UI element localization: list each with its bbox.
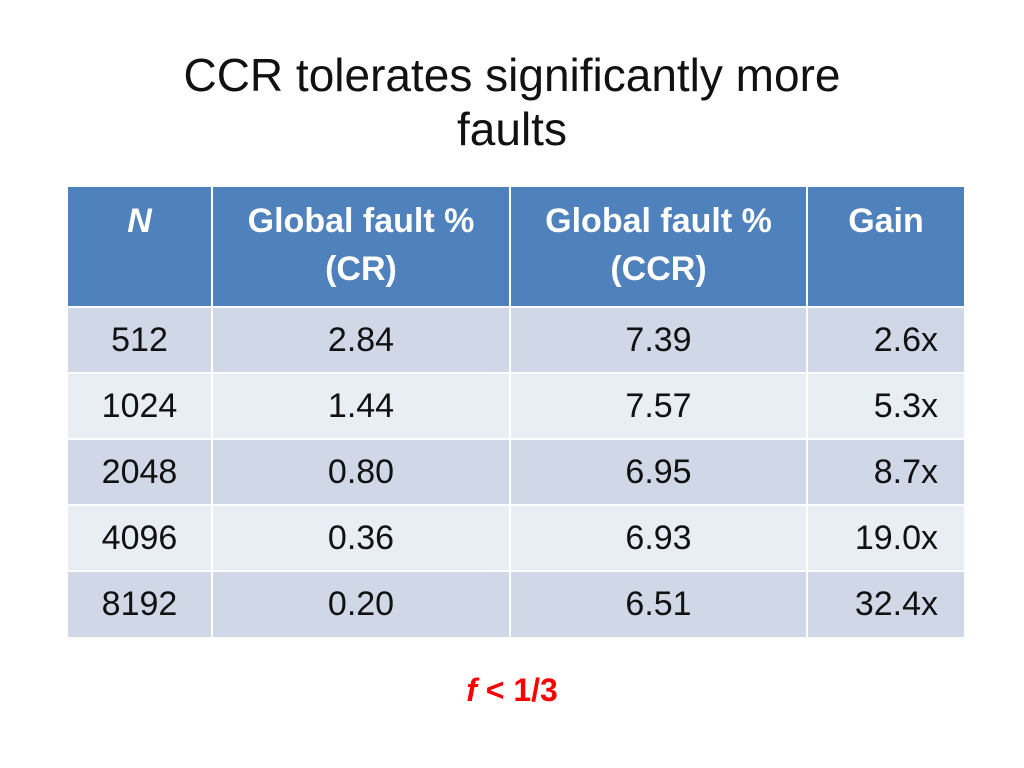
cell-fault-cr: 0.20 [212,570,511,637]
table-row: 8192 0.20 6.51 32.4x [68,570,964,637]
cell-fault-cr: 0.36 [212,504,511,571]
cell-fault-ccr: 6.51 [510,570,808,637]
cell-n: 2048 [68,438,213,505]
cell-gain: 32.4x [807,570,964,637]
slide-title-line-2: faults [457,103,567,155]
header-global-fault-ccr-line-1: Global fault % [545,202,772,240]
cell-fault-cr: 0.80 [212,438,511,505]
table-row: 2048 0.80 6.95 8.7x [68,438,964,505]
cell-fault-ccr: 7.57 [510,372,808,439]
cell-n: 1024 [68,372,213,439]
footnote: f < 1/3 [0,672,1024,709]
cell-fault-ccr: 6.95 [510,438,808,505]
header-global-fault-ccr-line-2: (CCR) [610,250,707,288]
cell-fault-cr: 2.84 [212,306,511,373]
cell-gain: 5.3x [807,372,964,439]
results-table: N Global fault % (CR) Global fault % (CC… [68,187,964,637]
table-row: 512 2.84 7.39 2.6x [68,306,964,373]
cell-n: 8192 [68,570,213,637]
header-n-label: N [127,202,152,240]
header-gain-label: Gain [848,202,924,240]
slide-title: CCR tolerates significantly more faults [0,48,1024,156]
header-global-fault-cr: Global fault % (CR) [212,187,511,307]
footnote-condition: < 1/3 [476,672,558,708]
footnote-variable: f [466,672,477,708]
header-global-fault-ccr: Global fault % (CCR) [510,187,808,307]
cell-gain: 2.6x [807,306,964,373]
cell-gain: 8.7x [807,438,964,505]
cell-n: 512 [68,306,213,373]
table-row: 1024 1.44 7.57 5.3x [68,372,964,439]
slide-title-line-1: CCR tolerates significantly more [183,49,841,101]
header-global-fault-cr-line-1: Global fault % [247,202,475,240]
header-global-fault-cr-line-2: (CR) [325,250,397,288]
header-n: N [68,187,213,307]
header-gain: Gain [807,187,964,307]
table-header-row: N Global fault % (CR) Global fault % (CC… [68,187,964,307]
cell-fault-ccr: 7.39 [510,306,808,373]
cell-fault-cr: 1.44 [212,372,511,439]
cell-gain: 19.0x [807,504,964,571]
table-row: 4096 0.36 6.93 19.0x [68,504,964,571]
cell-fault-ccr: 6.93 [510,504,808,571]
cell-n: 4096 [68,504,213,571]
